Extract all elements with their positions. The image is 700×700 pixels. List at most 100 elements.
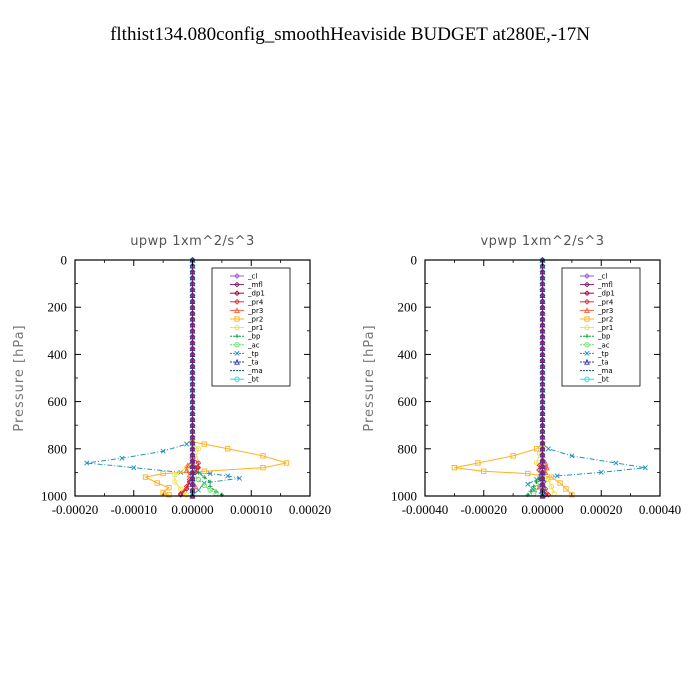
chart-panel-2: vpwp 1xm^2/s^3 Pressure [hPa] 0 200 400 600 80… [362,234,681,517]
y-axis-label: Pressure [hPa] [362,324,377,431]
mfl-point [189,422,196,429]
tp-point [131,465,137,471]
pr2-point [166,492,172,498]
pr1-point [172,472,178,478]
mfl-point [189,263,196,269]
y-tick-label: 1000 [391,489,417,504]
tp-point [534,476,540,482]
mfl-point [189,392,196,399]
legend-label: _tp [247,350,259,358]
legend-mfl-point [234,281,240,288]
legend-label: _pr2 [247,316,263,324]
pr3-point [183,466,190,473]
bp-point [196,470,201,475]
mfl-point [189,416,196,423]
mfl-point [189,304,196,311]
pr1-point [551,490,557,497]
mfl-point [189,375,196,381]
legend-tp-point [584,350,590,356]
series-line-ac [533,474,543,494]
mfl-point [189,440,196,446]
mfl-point [539,298,546,305]
legend-ac-point [234,342,240,348]
legend-label: _pr4 [247,298,264,306]
x-tick-label: 0.00020 [580,502,622,517]
ac-point [195,476,202,483]
tp-point [160,448,166,454]
mfl-point [539,292,546,299]
legend-label: _pr4 [597,298,614,306]
legend-label: _cl [247,273,257,281]
legend-item-ta: _ta [230,359,259,367]
mfl-point [539,440,546,446]
mfl-point [539,263,546,269]
legend-pr1-point [584,324,590,331]
tp-point [569,453,575,459]
y-axis-label: Pressure [hPa] [12,324,27,431]
legend-item-bp: _bp [230,333,261,341]
legend-label: _bt [597,376,609,384]
mfl-point [189,381,196,387]
legend-item-dp1: _dp1 [580,290,615,298]
legend-bt-point [584,376,590,382]
legend-bp-point [584,334,590,339]
legend-label: _ta [247,359,259,367]
mfl-point [539,375,546,381]
legend-label: _cl [597,273,607,281]
legend-label: _dp1 [597,290,615,298]
y-tick-label: 800 [48,441,68,456]
legend-cl-point [234,273,240,279]
x-tick-label: 0.00000 [171,502,213,517]
x-tick-label: 0.00010 [230,502,272,517]
mfl-point [539,322,546,328]
legend-item-pr1: _pr1 [230,324,263,332]
legend-item-pr3: _pr3 [580,307,613,315]
tp-point [598,469,604,475]
series-group [451,256,648,499]
series-line-tp [86,439,240,496]
bp-point [202,474,207,480]
pr4-point [545,491,552,498]
series-line-pr3 [186,460,196,495]
mfl-point [189,268,196,275]
chart-panels: upwp 1xm^2/s^3 Pressure [hPa] 0 200 400 600 80… [12,234,681,517]
legend-item-ta: _ta [580,359,609,367]
legend-box [211,267,291,387]
panel-title: upwp 1xm^2/s^3 [130,234,255,249]
legend-item-dp1: _dp1 [230,290,265,298]
mfl-point [189,369,196,375]
tp-point [184,441,190,447]
legend-bt-point [234,376,240,382]
legend-item-ma: _ma [580,367,613,375]
pr2-point [569,492,575,498]
mfl-point [539,316,546,322]
mfl-point [189,410,196,417]
mfl-point [189,345,196,352]
legend-ta-point [234,358,240,365]
mfl-point [539,398,546,405]
series-line-pr2 [143,441,287,496]
legend-mfl-point [584,281,590,288]
y-tick-label: 400 [48,347,68,362]
mfl-point [189,280,196,287]
legend-tp-point [234,350,240,356]
mfl-point [189,463,196,470]
pr2-point [563,486,569,492]
pr3-point [184,462,191,468]
mfl-point [189,469,196,476]
bp-point [207,479,213,485]
tp-point [84,460,90,466]
legend-label: _pr1 [247,324,263,332]
legend-item-mfl: _mfl [580,281,613,289]
legend-item-bp: _bp [580,333,611,341]
y-tick-label: 200 [398,300,418,315]
mfl-point [189,457,196,464]
pr2-point [557,480,563,486]
mfl-point [189,274,196,281]
x-tick-label: 0.00020 [289,502,331,517]
mfl-point [539,469,546,476]
series-line-pr1 [174,443,199,496]
mfl-point [539,327,546,334]
legend-label: _dp1 [247,290,265,298]
